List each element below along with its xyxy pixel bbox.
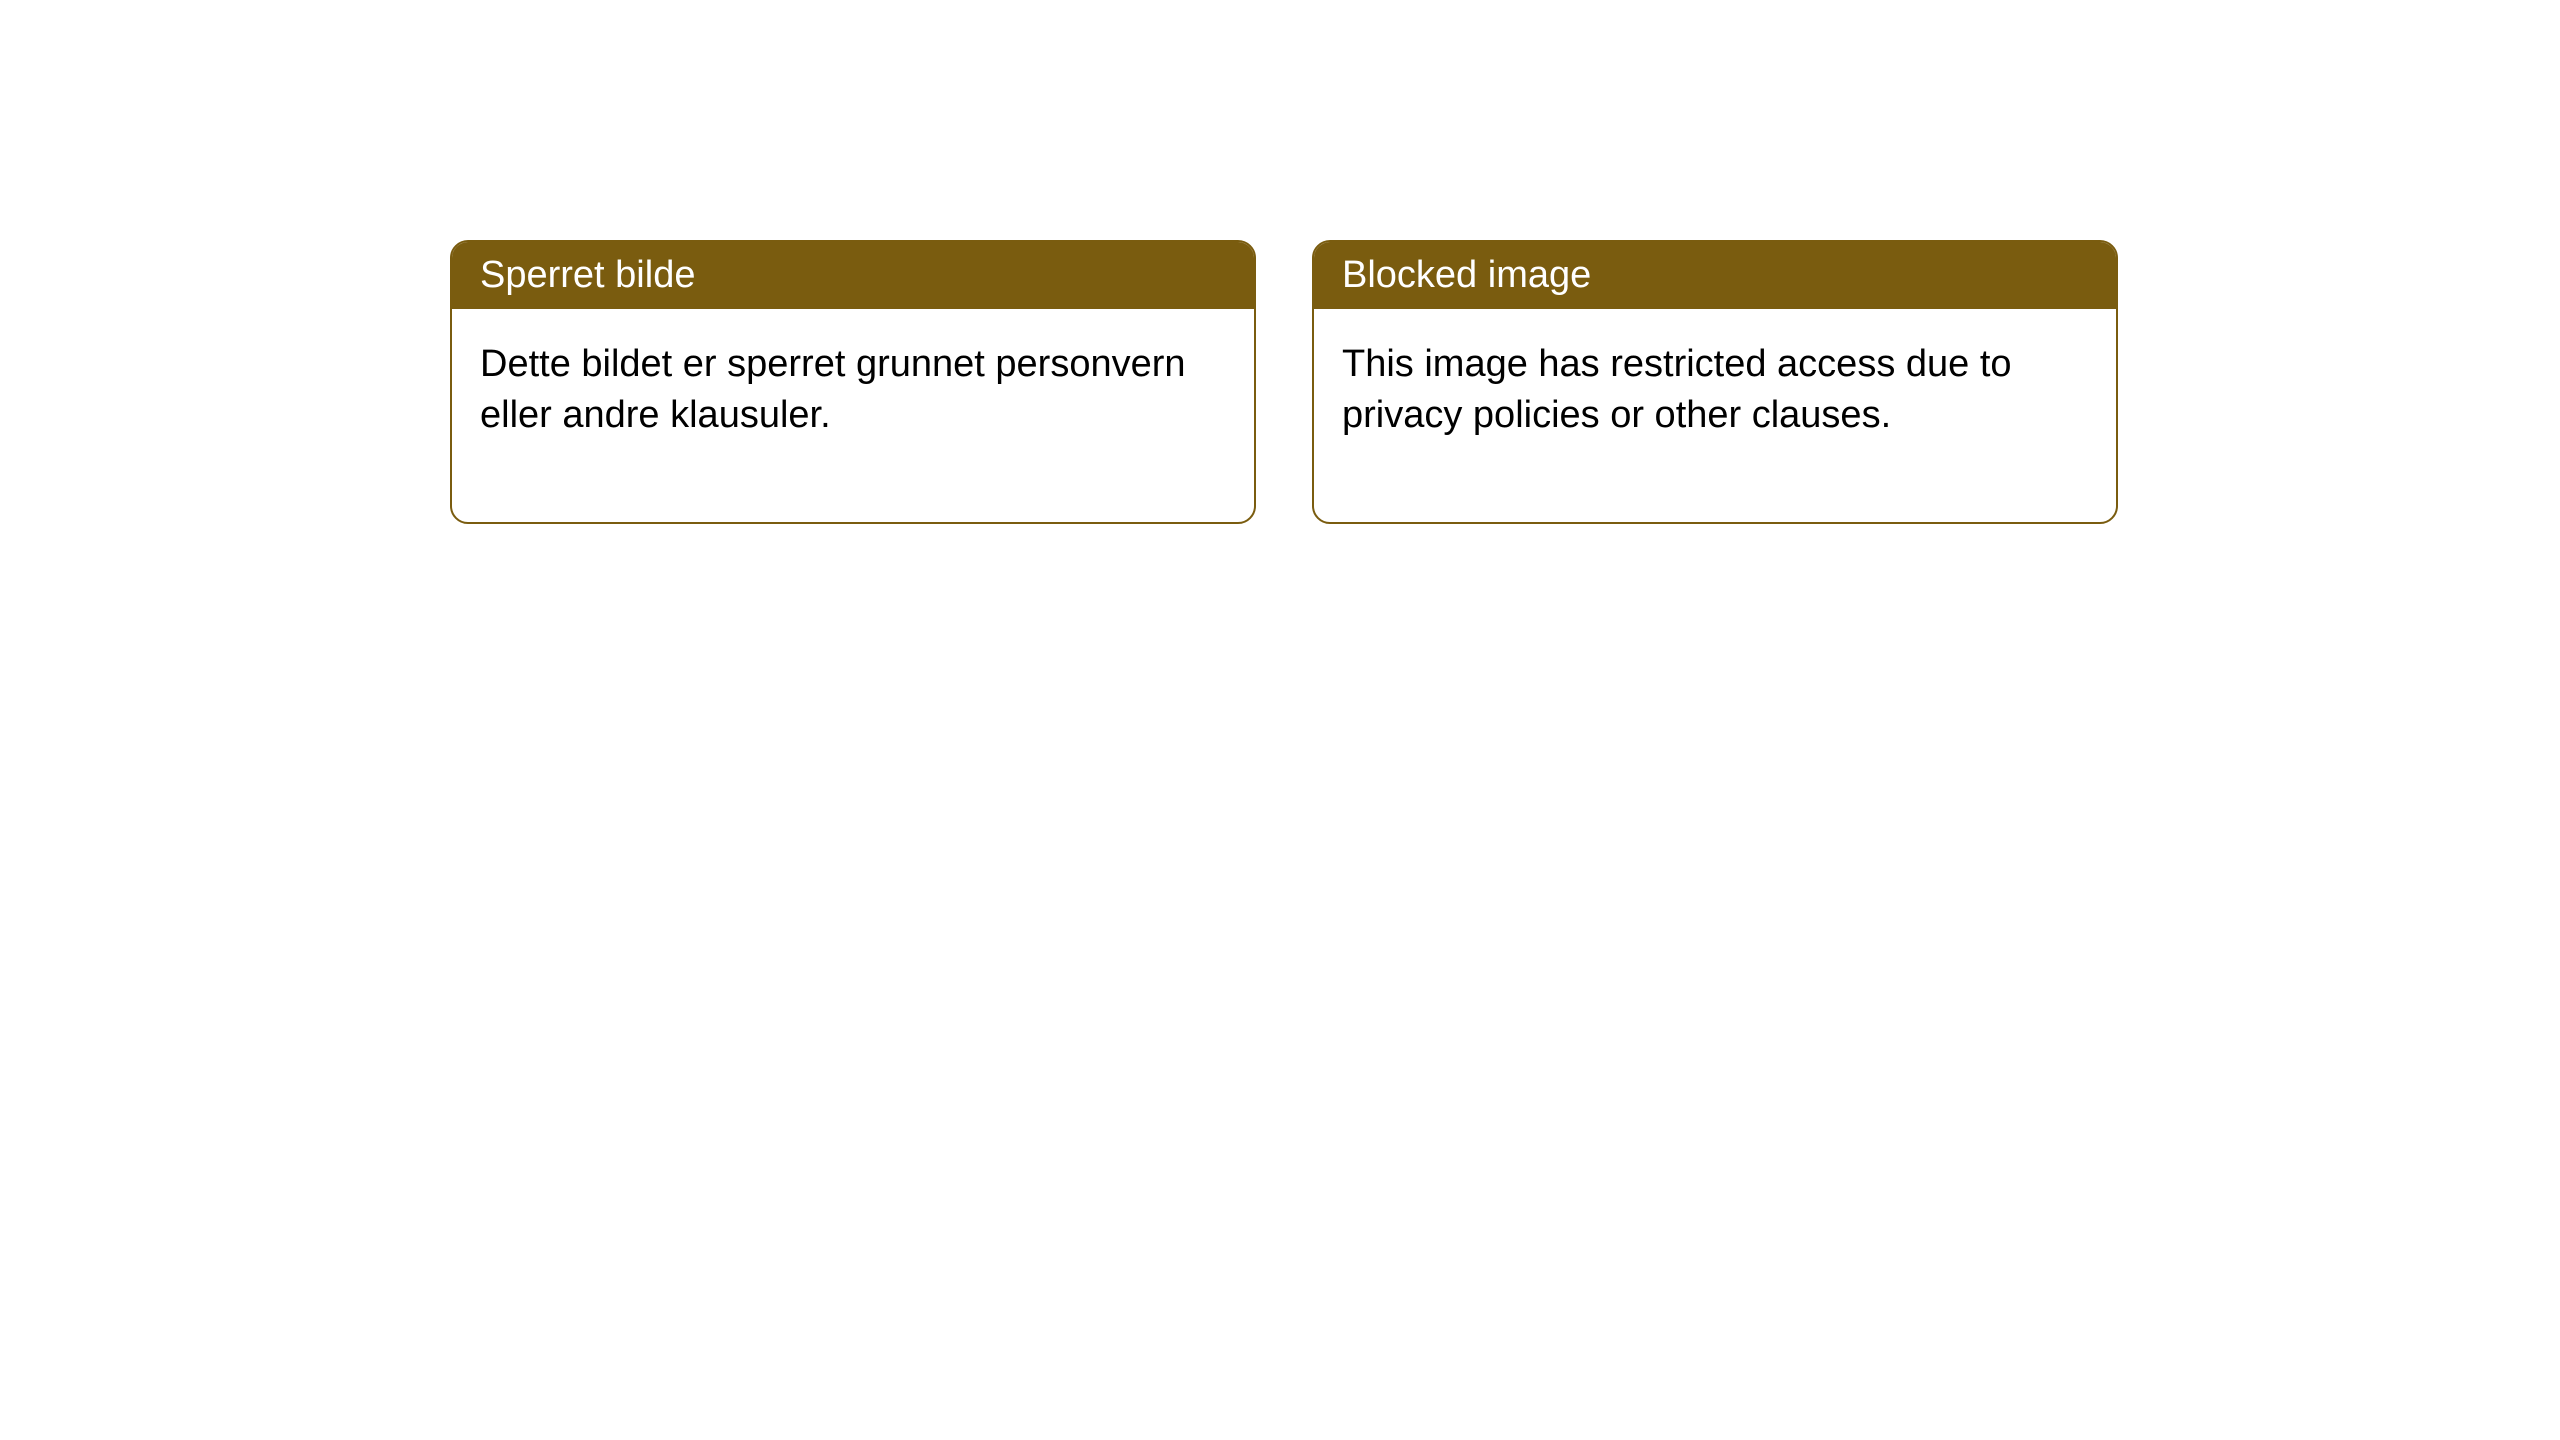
notice-box-norwegian: Sperret bilde Dette bildet er sperret gr… <box>450 240 1256 524</box>
notice-body: This image has restricted access due to … <box>1314 309 2116 522</box>
notice-body: Dette bildet er sperret grunnet personve… <box>452 309 1254 522</box>
notice-container: Sperret bilde Dette bildet er sperret gr… <box>450 240 2118 524</box>
notice-box-english: Blocked image This image has restricted … <box>1312 240 2118 524</box>
notice-header: Blocked image <box>1314 242 2116 309</box>
notice-header: Sperret bilde <box>452 242 1254 309</box>
